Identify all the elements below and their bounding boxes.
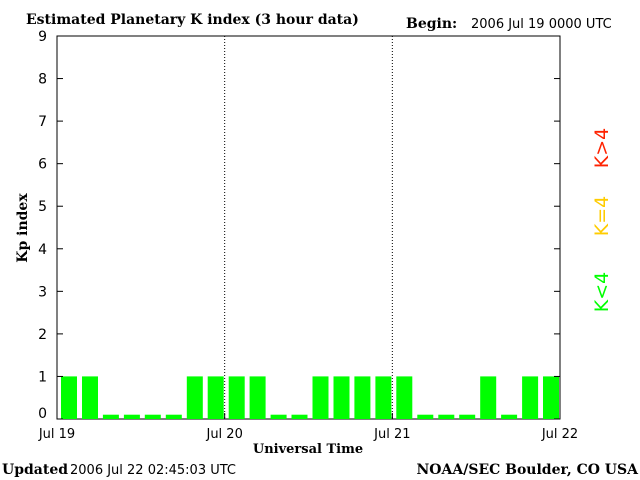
y-tick-label: 2 (38, 327, 47, 343)
kp-bar (123, 414, 140, 419)
kp-bar (207, 376, 224, 419)
kp-bar (417, 414, 434, 419)
plot-area (56, 35, 561, 420)
y-tick-label: 4 (38, 242, 47, 258)
kp-bar (522, 376, 539, 419)
kp-bar (375, 376, 392, 419)
x-tick-label: Jul 19 (38, 427, 75, 442)
kp-bar (186, 376, 203, 419)
kp-bar (312, 376, 329, 419)
kp-bar (438, 414, 455, 419)
kp-bar (354, 376, 371, 419)
y-axis-label: Kp index (15, 193, 31, 263)
kp-bar (501, 414, 518, 419)
y-tick-label: 5 (38, 199, 47, 215)
x-axis-label: Universal Time (253, 442, 363, 457)
updated-label: Updated (2, 462, 68, 478)
begin-value: 2006 Jul 19 0000 UTC (471, 17, 612, 32)
bars-layer (61, 376, 559, 419)
y-tick-label: 7 (38, 114, 47, 130)
kp-bar (543, 376, 559, 419)
y-tick-label: 9 (38, 29, 47, 45)
kp-bar (144, 414, 161, 419)
kp-bar (249, 376, 266, 419)
source-credit: NOAA/SEC Boulder, CO USA (417, 462, 640, 478)
kp-bar (82, 376, 98, 419)
kp-bar (61, 376, 77, 419)
begin-label: Begin: (406, 16, 457, 32)
kp-bar (228, 376, 245, 419)
y-axis-ticks: 0 1 2 3 4 5 6 7 8 9 (38, 29, 560, 422)
kp-bar (165, 414, 182, 419)
y-tick-label: 6 (38, 157, 47, 173)
y-tick-label: 1 (38, 369, 47, 385)
kp-bar (102, 414, 119, 419)
chart-title: Estimated Planetary K index (3 hour data… (26, 12, 359, 28)
x-tick-label: Jul 22 (541, 427, 578, 442)
y-tick-label: 8 (38, 72, 47, 88)
y-tick-label: 0 (38, 406, 47, 422)
kp-bar (333, 376, 350, 419)
y-tick-label: 3 (38, 284, 47, 300)
x-axis-ticks: Jul 19 Jul 20 Jul 21 Jul 22 (38, 413, 578, 442)
kp-bar (396, 376, 413, 419)
legend-k-above-4: K>4 (591, 128, 613, 168)
kp-bar (480, 376, 497, 419)
x-tick-label: Jul 20 (205, 427, 242, 442)
day-dividers (224, 36, 393, 419)
legend-k-below-4: K<4 (591, 272, 613, 312)
updated-value: 2006 Jul 22 02:45:03 UTC (70, 463, 236, 478)
x-tick-label: Jul 21 (373, 427, 410, 442)
legend-k-equal-4: K=4 (591, 196, 613, 236)
kp-bar (291, 414, 308, 419)
kp-bar (459, 414, 476, 419)
kp-bar (270, 414, 287, 419)
